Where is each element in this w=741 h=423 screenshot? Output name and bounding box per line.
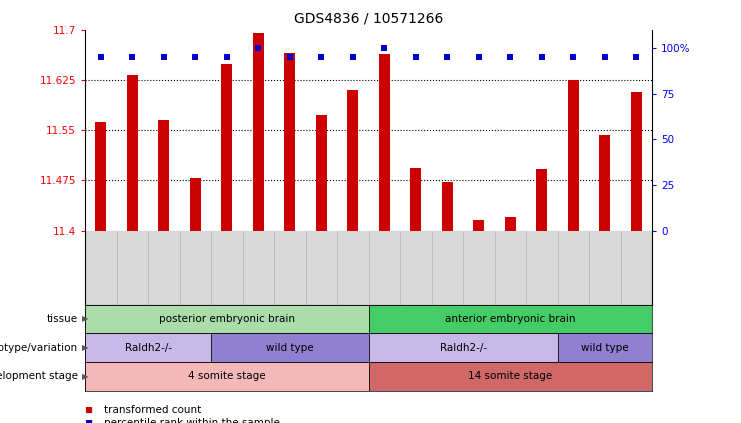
Bar — [190, 179, 201, 231]
Text: development stage: development stage — [0, 371, 78, 382]
Text: ◾: ◾ — [85, 418, 93, 423]
Text: posterior embryonic brain: posterior embryonic brain — [159, 314, 295, 324]
Bar — [442, 182, 453, 231]
Title: GDS4836 / 10571266: GDS4836 / 10571266 — [294, 12, 443, 26]
Bar — [285, 53, 296, 231]
Bar — [348, 90, 359, 231]
Bar — [368, 333, 557, 362]
Bar — [536, 169, 548, 231]
Bar — [368, 305, 652, 333]
Bar — [568, 80, 579, 231]
Bar — [411, 168, 422, 231]
Text: 14 somite stage: 14 somite stage — [468, 371, 553, 382]
Text: transformed count: transformed count — [104, 405, 201, 415]
Bar — [379, 55, 390, 231]
Bar — [599, 135, 611, 231]
Bar — [557, 333, 652, 362]
Bar — [85, 333, 211, 362]
Text: percentile rank within the sample: percentile rank within the sample — [104, 418, 279, 423]
Bar — [473, 220, 485, 231]
Bar — [85, 362, 369, 391]
Bar — [631, 92, 642, 231]
Text: ◾: ◾ — [85, 405, 93, 415]
Text: wild type: wild type — [266, 343, 313, 353]
Text: wild type: wild type — [581, 343, 628, 353]
Bar — [316, 115, 327, 231]
Bar — [222, 64, 233, 231]
Text: ▶: ▶ — [82, 343, 88, 352]
Bar — [505, 217, 516, 231]
Text: ▶: ▶ — [82, 314, 88, 324]
Bar — [127, 75, 138, 231]
Bar — [96, 122, 107, 231]
Bar — [253, 33, 264, 231]
Bar — [159, 120, 170, 231]
Bar — [85, 305, 369, 333]
Text: Raldh2-/-: Raldh2-/- — [124, 343, 172, 353]
Text: 4 somite stage: 4 somite stage — [188, 371, 266, 382]
Bar — [211, 333, 369, 362]
Text: genotype/variation: genotype/variation — [0, 343, 78, 353]
Text: tissue: tissue — [47, 314, 78, 324]
Text: Raldh2-/-: Raldh2-/- — [439, 343, 487, 353]
Text: ▶: ▶ — [82, 372, 88, 381]
Text: anterior embryonic brain: anterior embryonic brain — [445, 314, 576, 324]
Bar — [368, 362, 652, 391]
